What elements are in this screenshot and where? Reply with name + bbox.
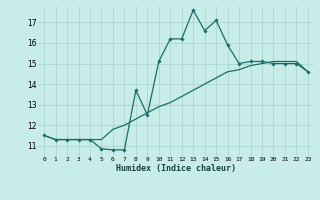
X-axis label: Humidex (Indice chaleur): Humidex (Indice chaleur): [116, 164, 236, 173]
